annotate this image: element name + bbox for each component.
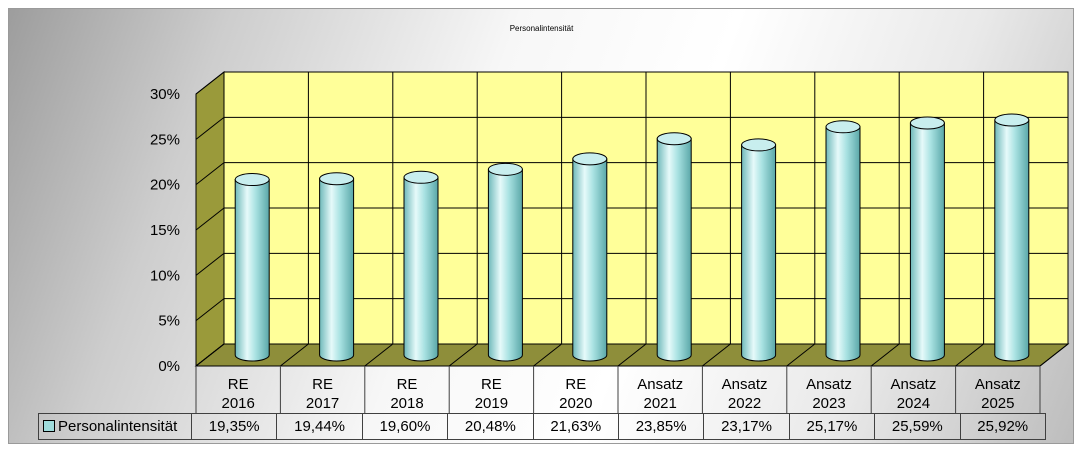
floor-divider	[533, 343, 562, 367]
gridline-side	[195, 162, 225, 186]
y-tick-label: 25%	[150, 131, 180, 148]
category-label: RE 2020	[559, 376, 592, 412]
bar	[909, 122, 945, 362]
bar	[234, 179, 270, 362]
bar	[656, 138, 692, 362]
data-table-cell: 23,17%	[703, 413, 790, 440]
legend-entry: Personalintensität	[38, 413, 192, 440]
data-table-row: Personalintensität 19,35% 19,44% 19,60% 20,…	[38, 413, 1046, 440]
bar-top	[319, 172, 355, 186]
bar-top	[487, 162, 523, 176]
category-label: Ansatz 2024	[890, 376, 936, 412]
category-label: Ansatz 2025	[975, 376, 1021, 412]
floor-divider	[1039, 343, 1069, 367]
data-table-cell: 19,44%	[276, 413, 363, 440]
bar	[319, 178, 355, 362]
gridline-side	[195, 116, 225, 140]
y-tick-label: 30%	[150, 86, 180, 103]
bar-top	[909, 116, 945, 130]
bar	[572, 158, 608, 362]
floor-divider	[786, 343, 816, 367]
bar	[741, 144, 777, 362]
category-label: Ansatz 2023	[806, 376, 852, 412]
gridline-side	[195, 71, 225, 95]
y-tick-label: 10%	[150, 267, 180, 284]
y-tick-label: 15%	[150, 222, 180, 239]
category-label: RE 2018	[390, 376, 423, 412]
bar-top	[656, 132, 692, 146]
bar-top	[234, 173, 270, 187]
data-table-cell: 21,63%	[532, 413, 619, 440]
gridline-side	[195, 298, 225, 322]
floor-divider	[195, 343, 225, 367]
bar-top	[403, 170, 439, 184]
floor-divider	[280, 343, 309, 367]
floor-divider	[955, 343, 984, 367]
data-table-cell: 25,17%	[788, 413, 876, 440]
chart-title: Personalintensität	[509, 24, 574, 33]
bar	[487, 168, 523, 362]
bar-top	[825, 120, 861, 134]
floor-divider	[870, 343, 900, 367]
bar	[994, 119, 1030, 362]
data-table-cell: 23,85%	[617, 413, 705, 440]
category-label: RE 2017	[306, 376, 339, 412]
data-table-cell: 19,35%	[190, 413, 278, 440]
bar-top	[741, 138, 777, 152]
category-label: RE 2019	[475, 376, 508, 412]
legend-label: Personalintensität	[58, 418, 178, 435]
floor-divider	[702, 343, 731, 367]
bar-top	[994, 113, 1030, 127]
bar	[825, 126, 861, 362]
y-tick-label: 0%	[158, 358, 180, 375]
data-table-cell: 25,59%	[874, 413, 961, 440]
category-label: RE 2016	[222, 376, 255, 412]
data-table-cell: 25,92%	[959, 413, 1046, 440]
y-tick-label: 20%	[150, 177, 180, 194]
data-table-cell: 19,60%	[361, 413, 449, 440]
data-table: Personalintensität 19,35% 19,44% 19,60% 20,…	[38, 413, 1046, 440]
category-label: Ansatz 2021	[637, 376, 683, 412]
floor-divider	[617, 343, 647, 367]
category-label: Ansatz 2022	[722, 376, 768, 412]
data-table-cell: 20,48%	[447, 413, 534, 440]
bar-top	[572, 152, 608, 166]
bar	[403, 176, 439, 362]
floor-divider	[448, 343, 478, 367]
y-tick-label: 5%	[158, 313, 180, 330]
gridline-side	[195, 252, 225, 276]
gridline-side	[195, 207, 225, 231]
legend-key-icon	[43, 420, 55, 432]
floor-divider	[364, 343, 394, 367]
